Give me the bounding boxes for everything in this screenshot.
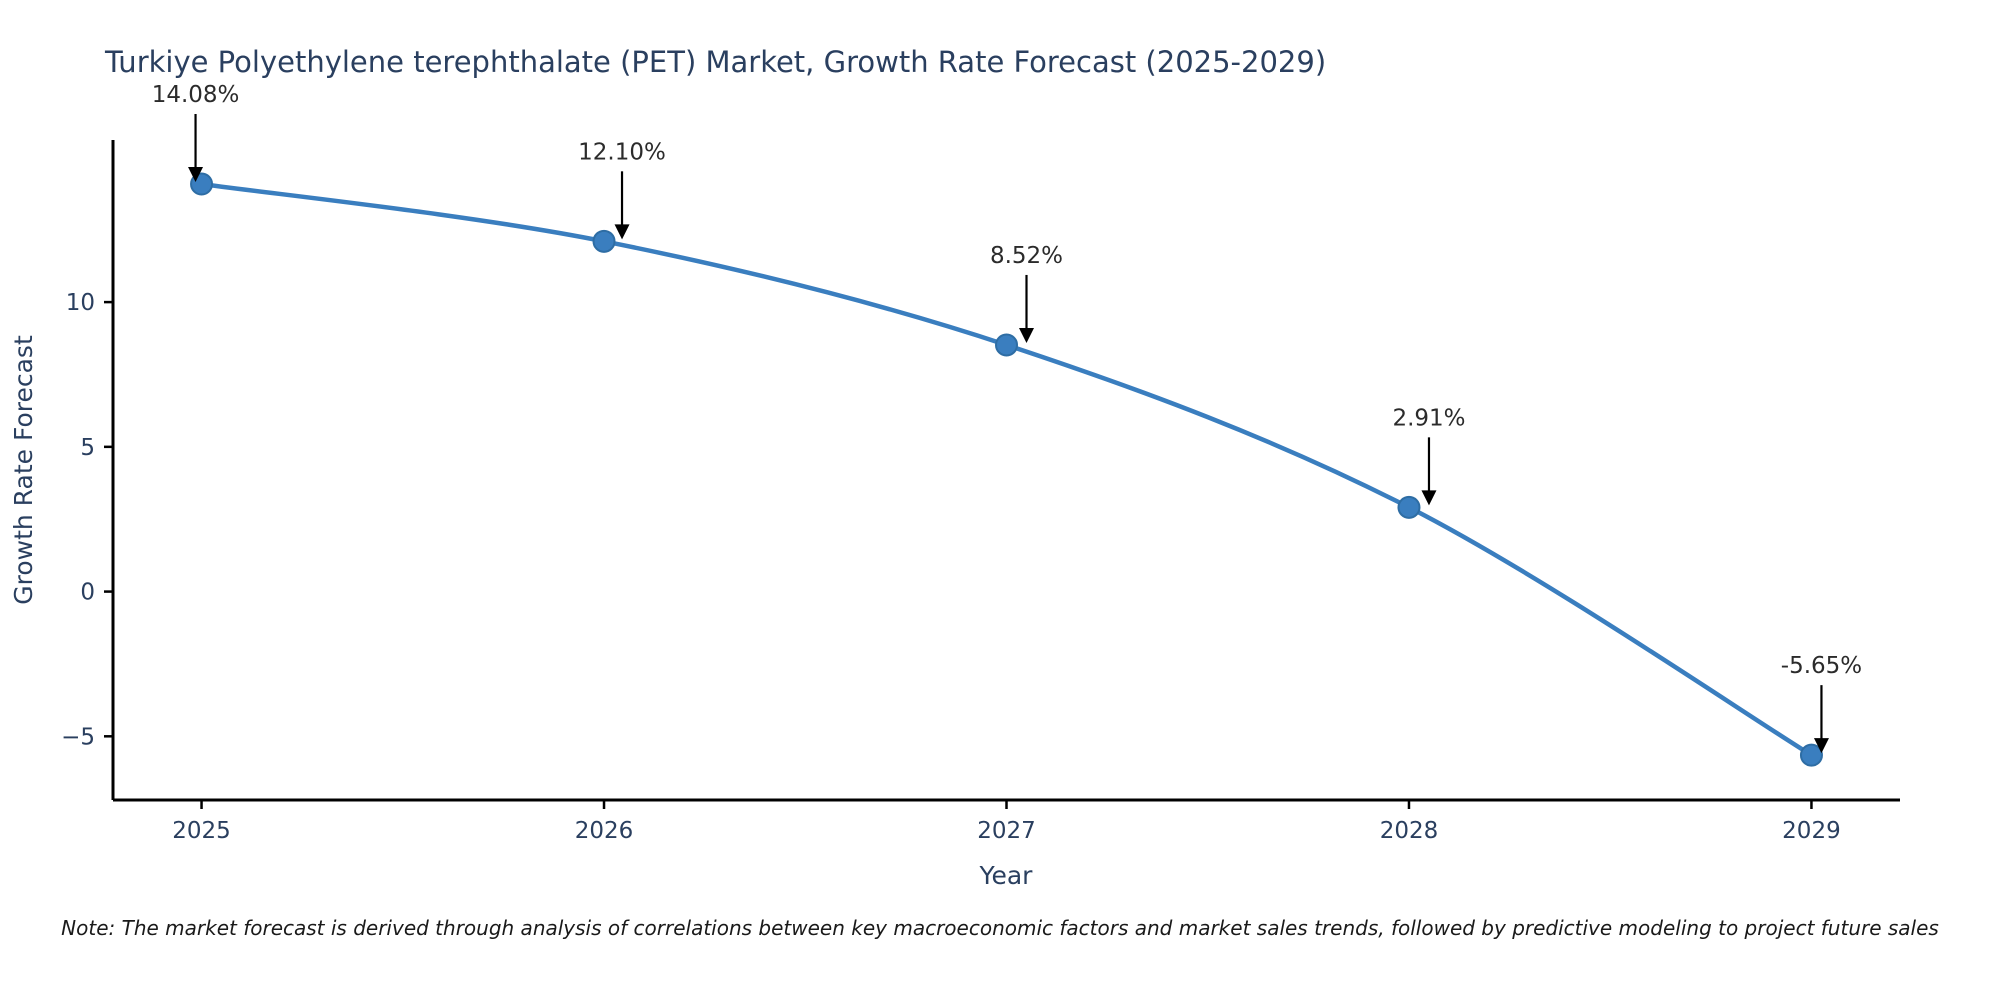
data-point-annotations: 14.08% 12.10% 8.52% 2.91% -5.65% — [152, 82, 1862, 754]
data-point-marker — [592, 229, 616, 253]
data-point-label: 8.52% — [990, 243, 1063, 269]
x-tick-label: 2025 — [172, 818, 231, 844]
data-point-label: -5.65% — [1781, 653, 1862, 679]
x-tick-label: 2027 — [977, 818, 1036, 844]
y-tick-label: 5 — [80, 435, 95, 461]
x-tick-label: 2028 — [1380, 818, 1439, 844]
data-point-label: 14.08% — [152, 82, 240, 108]
data-point-marker — [995, 333, 1018, 357]
footnote-note: Note: The market forecast is derived thr… — [61, 916, 1939, 940]
y-tick-label: 10 — [66, 290, 95, 316]
chart-title: Turkiye Polyethylene terephthalate (PET)… — [104, 45, 1326, 79]
annotation-arrow-head — [1813, 738, 1829, 754]
y-tick-label: 0 — [80, 580, 95, 606]
y-axis-ticks: 10 5 0 −5 — [61, 290, 113, 750]
annotation-arrow-head — [188, 167, 204, 182]
data-point-label: 12.10% — [578, 139, 666, 165]
x-axis-title: Year — [979, 861, 1034, 890]
x-axis-ticks: 2025 2026 2027 2028 2029 — [172, 800, 1841, 844]
x-tick-label: 2026 — [575, 818, 634, 844]
y-tick-label: −5 — [61, 724, 95, 750]
data-point-marker — [1397, 495, 1421, 519]
data-point-markers — [190, 172, 1823, 767]
x-tick-label: 2029 — [1782, 818, 1841, 844]
annotation-arrow-head — [1421, 490, 1437, 506]
annotation-arrow-head — [1019, 327, 1034, 343]
y-axis-title: Growth Rate Forecast — [9, 335, 38, 605]
data-point-label: 2.91% — [1392, 405, 1465, 431]
annotation-arrow-head — [614, 224, 630, 240]
data-point-marker — [1799, 743, 1823, 767]
